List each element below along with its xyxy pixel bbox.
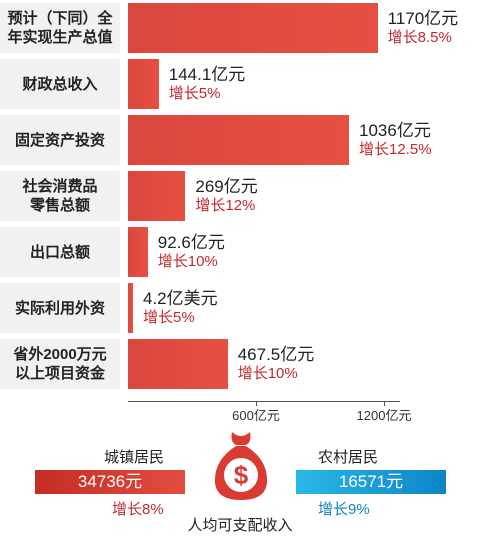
data-bar — [128, 3, 378, 53]
rural-label: 农村居民 — [318, 449, 379, 466]
money-bag-icon: $ — [214, 432, 268, 500]
data-bar — [128, 227, 148, 277]
urban-income-value: 34736元 — [77, 472, 143, 491]
growth-label: 增长8.5% — [387, 29, 452, 46]
value-label-group: 1170亿元 增长8.5% — [388, 9, 459, 47]
data-bar — [128, 283, 133, 333]
value-label-group: 144.1亿元 增长5% — [169, 65, 246, 103]
value-label-group: 467.5亿元 增长10% — [238, 345, 315, 383]
rural-income-value: 16571元 — [338, 472, 404, 491]
category-label: 省外2000万元 以上项目资金 — [0, 339, 120, 389]
x-tick-label: 1200亿元 — [356, 408, 412, 423]
category-label-text: 省外2000万元 以上项目资金 — [13, 346, 107, 382]
data-bar — [128, 59, 159, 109]
value-label-group: 1036亿元 增长12.5% — [359, 121, 432, 159]
value-label: 1170亿元 — [387, 9, 459, 28]
urban-income-bar: 34736元 — [35, 470, 185, 494]
value-label-group: 92.6亿元 增长10% — [158, 233, 225, 271]
income-title: 人均可支配收入 — [187, 517, 293, 534]
x-tick — [256, 401, 257, 406]
data-bar — [128, 339, 228, 389]
category-label: 出口总额 — [0, 227, 120, 277]
growth-label: 增长12.5% — [359, 141, 432, 158]
value-label: 269亿元 — [195, 177, 258, 196]
x-axis-line — [128, 401, 400, 402]
category-label: 预计（下同）全 年实现生产总值 — [0, 3, 120, 53]
category-label: 固定资产投资 — [0, 115, 120, 165]
svg-text:$: $ — [234, 460, 249, 490]
growth-label: 增长10% — [157, 253, 218, 270]
category-label-text: 财政总收入 — [22, 75, 98, 93]
category-label-text: 社会消费品 零售总额 — [22, 178, 98, 214]
category-label: 财政总收入 — [0, 59, 120, 109]
value-label: 467.5亿元 — [237, 345, 315, 364]
gdp-bar-chart: 预计（下同）全 年实现生产总值 1170亿元 增长8.5% 财政总收入 144.1亿元增… — [0, 3, 459, 389]
category-label-text: 出口总额 — [29, 243, 90, 261]
value-label: 4.2亿美元 — [143, 289, 218, 308]
category-label: 社会消费品 零售总额 — [0, 171, 120, 221]
growth-label: 增长12% — [195, 197, 256, 214]
value-label-group: 4.2亿美元 增长5% — [143, 289, 218, 327]
urban-growth: 增长8% — [112, 501, 164, 518]
category-label-text: 固定资产投资 — [14, 131, 105, 149]
data-bar — [128, 115, 349, 165]
rural-growth: 增长9% — [318, 501, 370, 518]
data-bar — [128, 171, 186, 221]
value-label: 1036亿元 — [359, 121, 431, 140]
category-label-text: 预计（下同）全 年实现生产总值 — [7, 10, 113, 46]
urban-label: 城镇居民 — [104, 449, 165, 466]
income-section: 城镇居民 34736元 增长8% $ 农村居民 16571元 增长9% 人均可支… — [0, 428, 480, 541]
growth-label: 增长5% — [143, 309, 195, 326]
growth-label: 增长5% — [168, 85, 221, 102]
value-label-group: 269亿元 增长12% — [195, 177, 257, 215]
rural-income-bar: 16571元 — [296, 470, 446, 494]
value-label: 92.6亿元 — [157, 233, 225, 252]
category-label: 实际利用外资 — [0, 283, 120, 333]
x-tick-label: 600亿元 — [232, 408, 280, 423]
value-label: 144.1亿元 — [168, 65, 246, 84]
growth-label: 增长10% — [237, 365, 298, 382]
category-label-text: 实际利用外资 — [14, 299, 105, 317]
x-tick — [384, 401, 385, 406]
